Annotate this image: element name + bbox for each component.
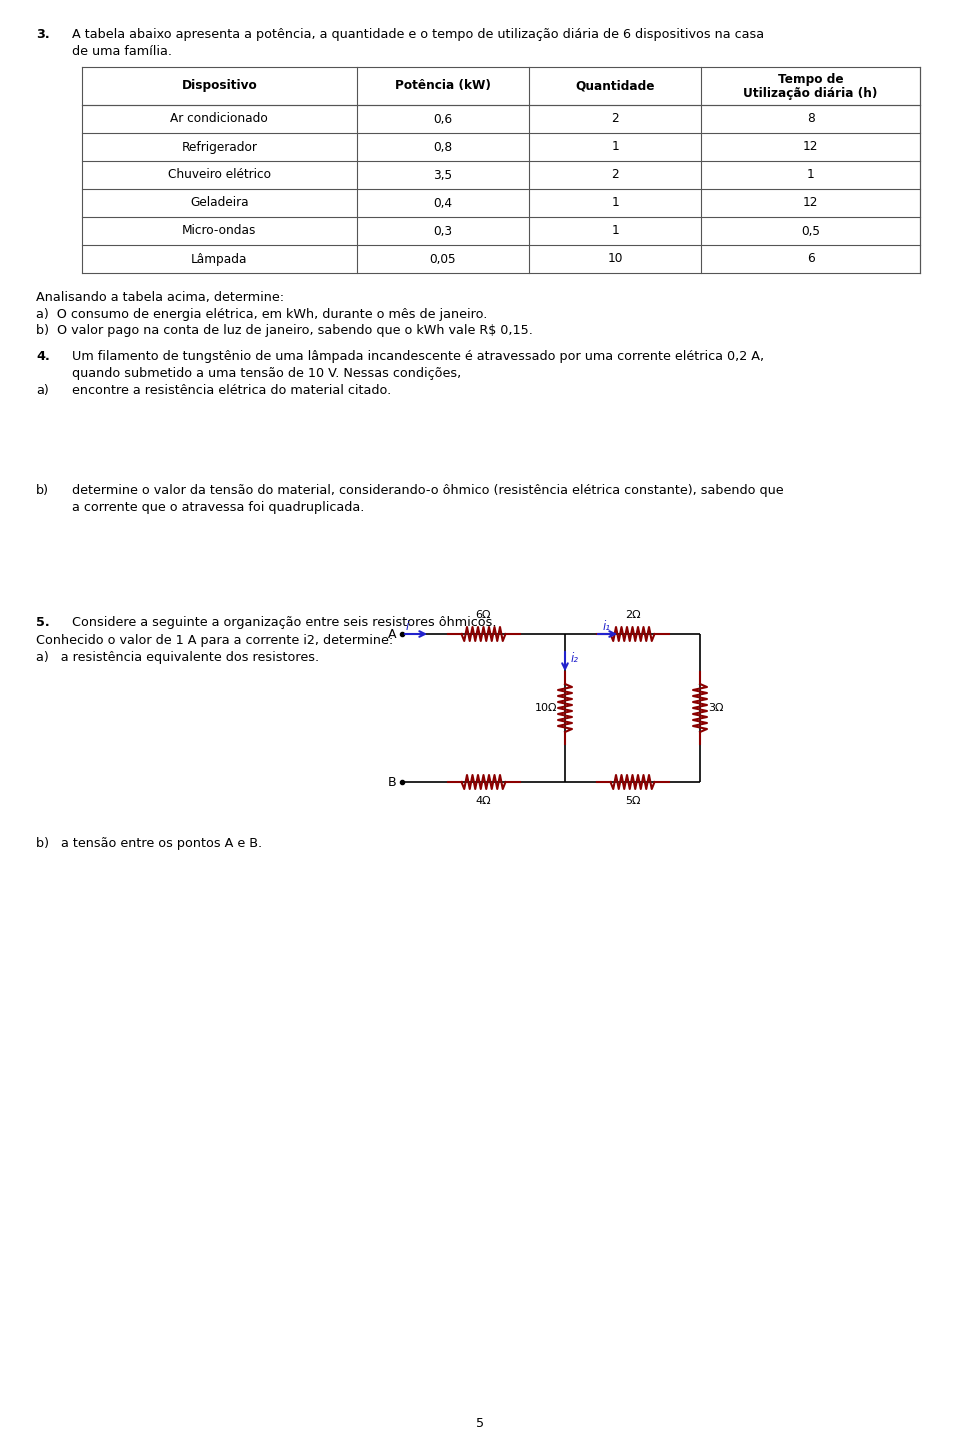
Text: quando submetido a uma tensão de 10 V. Nessas condições,: quando submetido a uma tensão de 10 V. N…	[72, 367, 461, 380]
Text: A: A	[388, 628, 396, 641]
Text: 8: 8	[806, 112, 814, 125]
Text: Refrigerador: Refrigerador	[181, 140, 257, 153]
Text: Micro-ondas: Micro-ondas	[182, 224, 256, 237]
Text: 3.: 3.	[36, 28, 50, 41]
Text: Lâmpada: Lâmpada	[191, 252, 248, 265]
Text: Conhecido o valor de 1 A para a corrente i2, determine:: Conhecido o valor de 1 A para a corrente…	[36, 633, 394, 646]
Text: 0,3: 0,3	[433, 224, 452, 237]
Text: 12: 12	[803, 197, 818, 210]
Text: 5Ω: 5Ω	[625, 796, 640, 807]
Text: i₁: i₁	[603, 620, 611, 633]
Text: 4.: 4.	[36, 349, 50, 363]
Text: 2: 2	[612, 169, 619, 182]
Text: Considere a seguinte a organização entre seis resistores ôhmicos.: Considere a seguinte a organização entre…	[72, 616, 496, 629]
Text: encontre a resistência elétrica do material citado.: encontre a resistência elétrica do mater…	[72, 384, 392, 397]
Text: determine o valor da tensão do material, considerando-o ôhmico (resistência elét: determine o valor da tensão do material,…	[72, 483, 783, 496]
Text: b)   a tensão entre os pontos A e B.: b) a tensão entre os pontos A e B.	[36, 837, 262, 850]
Text: 4Ω: 4Ω	[476, 796, 492, 807]
Text: 0,6: 0,6	[433, 112, 452, 125]
Text: 10: 10	[608, 252, 623, 265]
Text: 1: 1	[612, 224, 619, 237]
Text: 12: 12	[803, 140, 818, 153]
Text: Chuveiro elétrico: Chuveiro elétrico	[168, 169, 271, 182]
Text: Potência (kW): Potência (kW)	[395, 80, 491, 93]
Text: Analisando a tabela acima, determine:: Analisando a tabela acima, determine:	[36, 291, 284, 304]
Text: B: B	[388, 776, 396, 789]
Text: Tempo de: Tempo de	[778, 73, 844, 86]
Text: Ar condicionado: Ar condicionado	[171, 112, 268, 125]
Text: A tabela abaixo apresenta a potência, a quantidade e o tempo de utilização diári: A tabela abaixo apresenta a potência, a …	[72, 28, 764, 41]
Text: 2Ω: 2Ω	[625, 610, 640, 620]
Text: Um filamento de tungstênio de uma lâmpada incandescente é atravessado por uma co: Um filamento de tungstênio de uma lâmpad…	[72, 349, 764, 363]
Text: i₂: i₂	[571, 652, 579, 665]
Text: 3,5: 3,5	[433, 169, 452, 182]
Text: 2: 2	[612, 112, 619, 125]
Text: b)  O valor pago na conta de luz de janeiro, sabendo que o kWh vale R$ 0,15.: b) O valor pago na conta de luz de janei…	[36, 325, 533, 336]
Text: b): b)	[36, 483, 49, 496]
Text: Utilização diária (h): Utilização diária (h)	[743, 87, 877, 100]
Text: 10Ω: 10Ω	[535, 703, 557, 713]
Text: a corrente que o atravessa foi quadruplicada.: a corrente que o atravessa foi quadrupli…	[72, 501, 365, 514]
Text: i: i	[406, 620, 409, 633]
Text: 1: 1	[612, 197, 619, 210]
Text: 0,5: 0,5	[801, 224, 820, 237]
Text: 1: 1	[806, 169, 814, 182]
Text: a)  O consumo de energia elétrica, em kWh, durante o mês de janeiro.: a) O consumo de energia elétrica, em kWh…	[36, 309, 488, 320]
Text: Quantidade: Quantidade	[575, 80, 655, 93]
Text: 0,05: 0,05	[429, 252, 456, 265]
Text: 6: 6	[806, 252, 814, 265]
Text: 1: 1	[612, 140, 619, 153]
Text: a): a)	[36, 384, 49, 397]
Text: 5.: 5.	[36, 616, 50, 629]
Text: 5: 5	[476, 1417, 484, 1430]
Text: 0,8: 0,8	[433, 140, 452, 153]
Text: Geladeira: Geladeira	[190, 197, 249, 210]
Text: de uma família.: de uma família.	[72, 45, 172, 58]
Text: Dispositivo: Dispositivo	[181, 80, 257, 93]
Text: 6Ω: 6Ω	[476, 610, 492, 620]
Text: a)   a resistência equivalente dos resistores.: a) a resistência equivalente dos resisto…	[36, 651, 319, 664]
Text: 3Ω: 3Ω	[708, 703, 724, 713]
Text: 0,4: 0,4	[433, 197, 452, 210]
